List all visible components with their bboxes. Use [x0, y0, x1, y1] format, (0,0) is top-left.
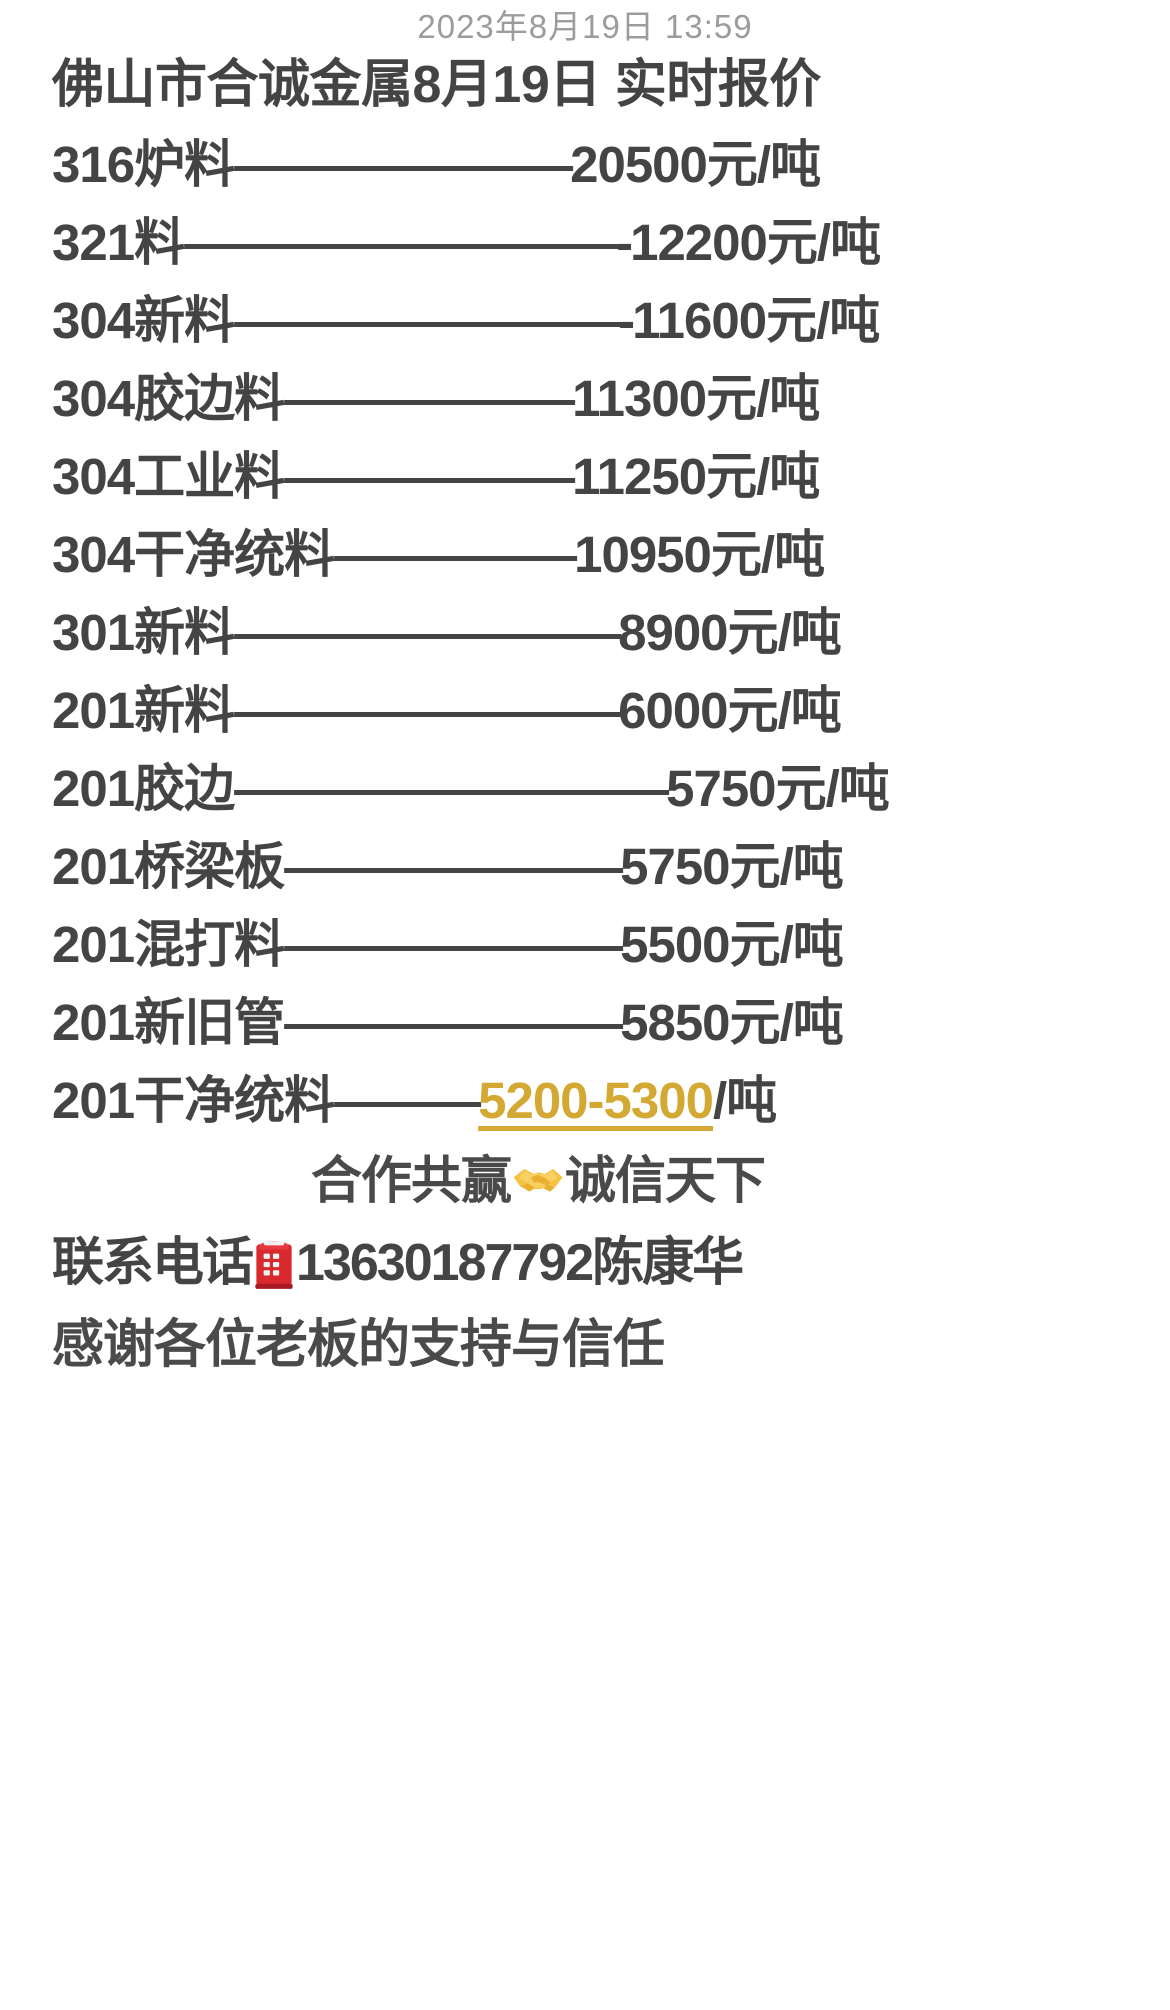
price-row-label: 201新旧管	[52, 994, 285, 1051]
price-row: 201干净统料———5200-5300/吨	[52, 1062, 1144, 1140]
price-row-leader: ——————	[284, 370, 575, 427]
price-row: 201胶边—————————5750元/吨	[52, 750, 1144, 828]
price-row-value-highlighted: 5200-5300	[478, 1072, 714, 1129]
price-row-leader: ———	[334, 1072, 481, 1129]
price-row-unit: 元/吨	[727, 604, 842, 661]
contact-phone[interactable]: 13630187792	[296, 1234, 594, 1292]
message-timestamp: 2023年8月19日 13:59	[417, 8, 753, 45]
price-row-label: 316炉料	[52, 136, 235, 193]
price-row-label: 301新料	[52, 604, 235, 661]
price-row-leader: —————	[334, 526, 577, 583]
price-row-leader: ———————	[284, 916, 623, 973]
price-row-value: 10950	[574, 526, 712, 583]
price-row-unit: 元/吨	[706, 136, 821, 193]
price-row-unit: 元/吨	[775, 760, 890, 817]
price-row-value: 12200	[630, 214, 768, 271]
price-row-value: 5750	[666, 760, 776, 817]
price-row: 304胶边料——————11300元/吨	[52, 360, 1144, 438]
price-row-value: 5750	[620, 838, 730, 895]
price-row-unit: 元/吨	[710, 526, 825, 583]
price-row-leader: ————————	[234, 682, 621, 739]
price-row: 201混打料———————5500元/吨	[52, 906, 1144, 984]
slogan-line: 合作共赢 诚信天下	[52, 1140, 1144, 1222]
price-row-leader: ————————	[234, 604, 621, 661]
thanks-line: 感谢各位老板的支持与信任	[52, 1316, 665, 1374]
price-row-leader: ————————-	[234, 292, 635, 349]
price-row-value: 5500	[620, 916, 730, 973]
price-row-leader: ———————	[234, 136, 573, 193]
quote-title: 佛山市合诚金属8月19日 实时报价	[52, 56, 821, 114]
price-row-unit: 元/吨	[766, 292, 880, 349]
slogan-text-before: 合作共赢	[310, 1152, 512, 1209]
price-row-unit: 元/吨	[706, 448, 820, 505]
price-row-label: 201胶边	[52, 760, 235, 817]
price-row-unit: 元/吨	[727, 682, 842, 739]
price-row-unit: 元/吨	[729, 994, 844, 1051]
price-row-leader: —————————-	[184, 214, 633, 271]
price-row-value: 20500	[570, 136, 708, 193]
price-row: 304干净统料—————10950元/吨	[52, 516, 1144, 594]
price-row-unit: 元/吨	[729, 916, 844, 973]
price-row: 316炉料———————20500元/吨	[52, 126, 1144, 204]
price-row-label: 201干净统料	[52, 1072, 335, 1129]
price-row: 304新料————————-11600元/吨	[52, 282, 1144, 360]
price-row: 201新旧管———————5850元/吨	[52, 984, 1144, 1062]
price-row-leader: ———————	[284, 838, 623, 895]
price-row-value: 11250	[572, 448, 707, 505]
price-row-value: 11300	[572, 370, 707, 427]
message-body: 佛山市合诚金属8月19日 实时报价 316炉料———————20500元/吨 32…	[0, 46, 1170, 1386]
price-row: 301新料————————8900元/吨	[52, 594, 1144, 672]
price-row-label: 304干净统料	[52, 526, 335, 583]
price-row: 201桥梁板———————5750元/吨	[52, 828, 1144, 906]
price-row-label: 321料	[52, 214, 185, 271]
price-row: 304工业料——————11250元/吨	[52, 438, 1144, 516]
price-row-label: 201桥梁板	[52, 838, 285, 895]
telephone-emoji	[252, 1233, 296, 1289]
price-row-value: 11600	[632, 292, 767, 349]
price-row-label: 304胶边料	[52, 370, 285, 427]
price-row-leader: ———————	[284, 994, 623, 1051]
price-row-value: 8900	[618, 604, 728, 661]
price-row-leader: —————————	[234, 760, 669, 817]
price-row-unit: 元/吨	[766, 214, 881, 271]
price-row-label: 201新料	[52, 682, 235, 739]
contact-person-name: 陈康华	[592, 1234, 744, 1292]
timestamp-bar: 2023年8月19日 13:59	[0, 0, 1170, 46]
price-row-unit: 元/吨	[706, 370, 820, 427]
price-row-unit: 元/吨	[729, 838, 844, 895]
handshake-emoji	[511, 1148, 565, 1202]
price-row-leader: ——————	[284, 448, 575, 505]
price-row: 201新料————————6000元/吨	[52, 672, 1144, 750]
price-row-label: 304工业料	[52, 448, 285, 505]
contact-label: 联系电话	[52, 1234, 254, 1292]
price-row: 321料—————————-12200元/吨	[52, 204, 1144, 282]
price-row-value: 5850	[620, 994, 730, 1051]
contact-line: 联系电话 13630187792陈康华	[52, 1222, 1144, 1304]
price-row-label: 201混打料	[52, 916, 285, 973]
price-list: 316炉料———————20500元/吨 321料—————————-12200元…	[52, 126, 1144, 1140]
price-row-unit: /吨	[713, 1072, 777, 1129]
slogan-text-after: 诚信天下	[565, 1152, 766, 1209]
price-row-label: 304新料	[52, 292, 235, 349]
price-row-value: 6000	[618, 682, 728, 739]
